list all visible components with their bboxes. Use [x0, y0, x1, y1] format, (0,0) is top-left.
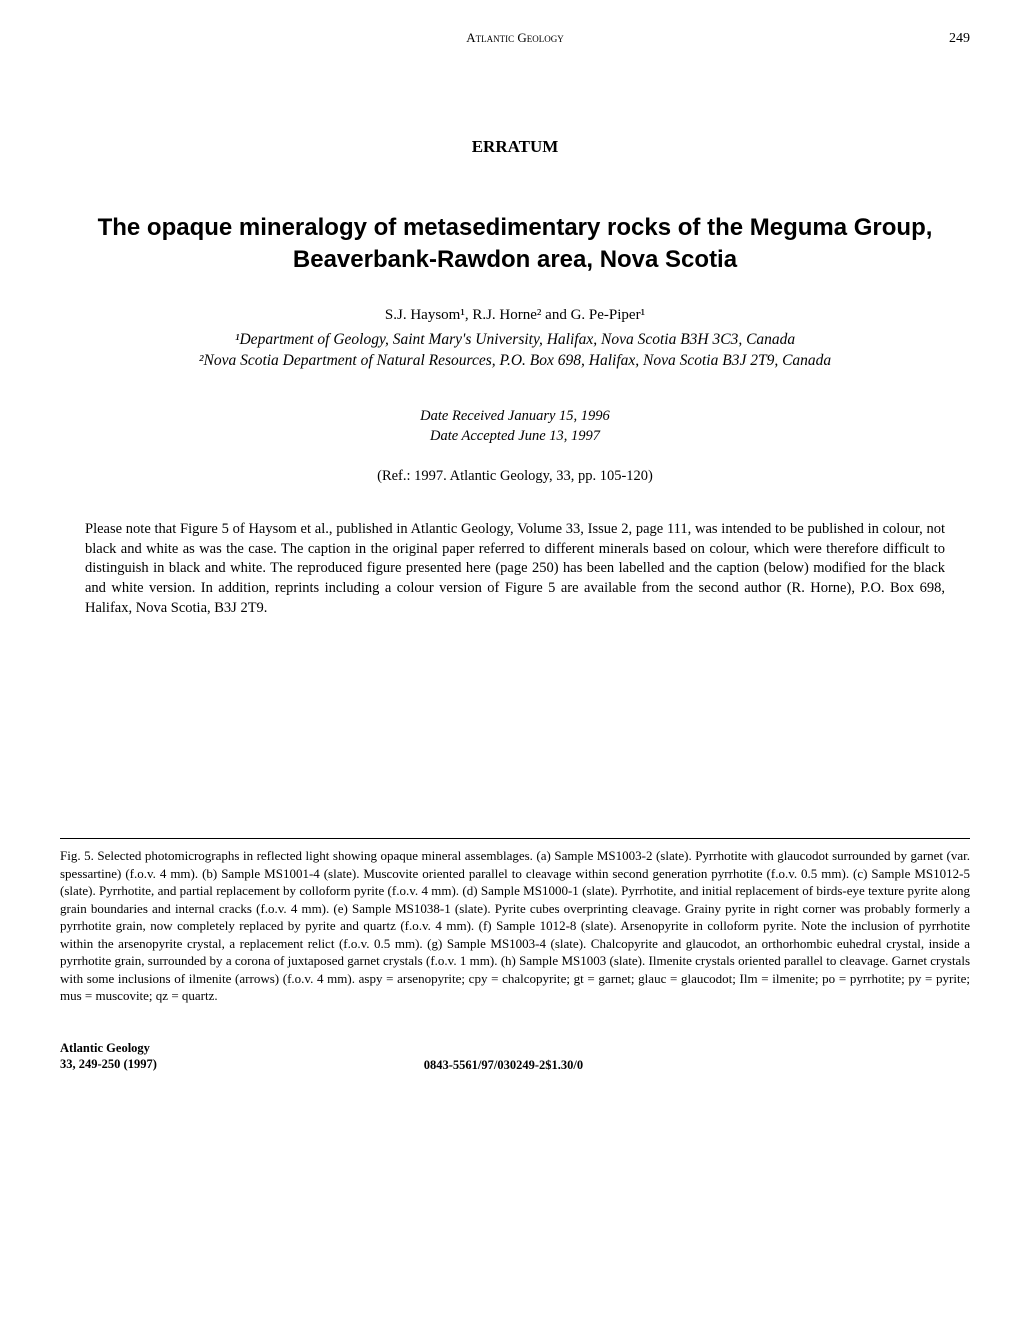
reference-line: (Ref.: 1997. Atlantic Geology, 33, pp. 1… — [60, 468, 970, 485]
figure-divider — [60, 838, 970, 839]
journal-name: Atlantic Geology — [110, 30, 920, 46]
footer-code: 0843-5561/97/030249-2$1.30/0 — [157, 1058, 850, 1073]
affiliations: ¹Department of Geology, Saint Mary's Uni… — [60, 329, 970, 372]
affiliation-2: ²Nova Scotia Department of Natural Resou… — [60, 350, 970, 372]
erratum-body-text: Please note that Figure 5 of Haysom et a… — [85, 520, 945, 618]
date-received: Date Received January 15, 1996 — [60, 407, 970, 427]
footer-volume-pages: 33, 249-250 (1997) — [60, 1056, 157, 1072]
footer-citation: Atlantic Geology 33, 249-250 (1997) — [60, 1040, 157, 1073]
affiliation-1: ¹Department of Geology, Saint Mary's Uni… — [60, 329, 970, 351]
erratum-heading: ERRATUM — [60, 137, 970, 157]
footer-journal: Atlantic Geology — [60, 1040, 157, 1056]
authors-line: S.J. Haysom¹, R.J. Horne² and G. Pe-Pipe… — [60, 307, 970, 324]
page-footer: Atlantic Geology 33, 249-250 (1997) 0843… — [60, 1040, 970, 1073]
article-title: The opaque mineralogy of metasedimentary… — [60, 212, 970, 277]
figure-caption: Fig. 5. Selected photomicrographs in ref… — [60, 847, 970, 1005]
dates-block: Date Received January 15, 1996 Date Acce… — [60, 407, 970, 446]
page-number: 249 — [920, 31, 970, 47]
page-header: Atlantic Geology 249 — [60, 30, 970, 47]
date-accepted: Date Accepted June 13, 1997 — [60, 427, 970, 447]
